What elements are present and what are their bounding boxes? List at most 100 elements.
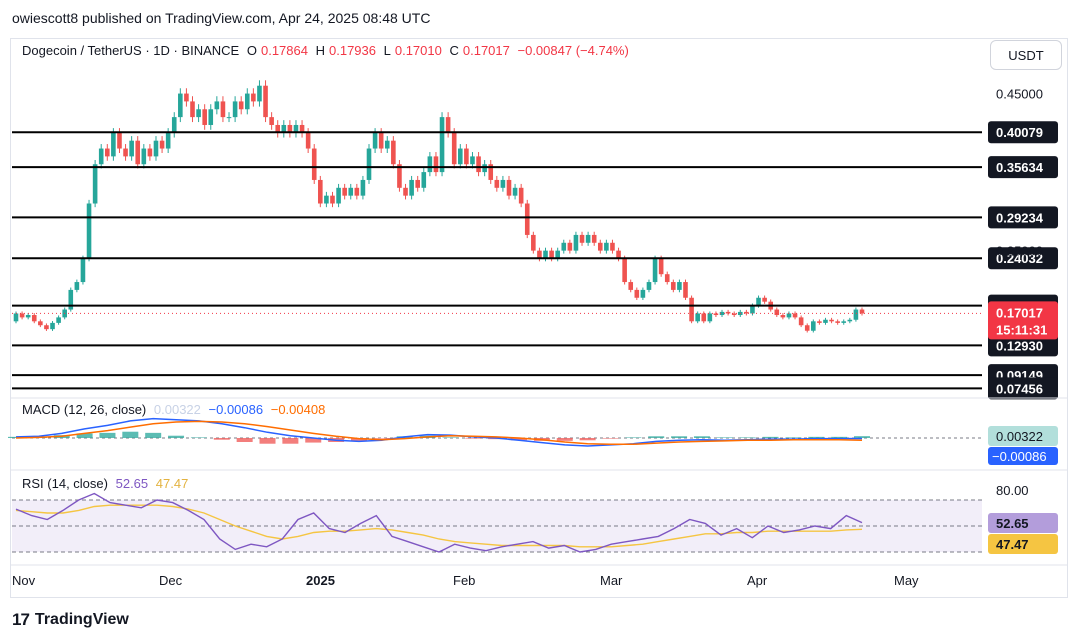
candle-body <box>50 322 55 330</box>
candle-body <box>275 124 281 133</box>
price-axis-label: 0.25000 <box>996 244 1043 259</box>
macd-title[interactable]: MACD (12, 26, close) <box>22 402 147 417</box>
high-label: H <box>315 43 325 58</box>
candles-group <box>13 80 865 333</box>
candle-body <box>366 148 372 180</box>
candle-body <box>762 297 767 302</box>
candle-body <box>610 242 615 251</box>
low-value: 0.17010 <box>394 43 442 58</box>
rsi-ma-value: 47.47 <box>155 476 189 491</box>
candle-body <box>585 234 591 243</box>
macd-hist-bar <box>259 438 276 444</box>
time-axis-label: Nov <box>12 573 36 588</box>
candle-body <box>147 148 153 157</box>
candle-body <box>360 179 366 196</box>
macd-hist-bar <box>854 436 870 438</box>
price-legend: Dogecoin / TetherUS · 1D · BINANCE O 0.17… <box>22 43 633 58</box>
candle-body <box>44 325 49 330</box>
time-axis-label: May <box>894 573 919 588</box>
macd-hist-bar <box>122 431 139 438</box>
candle-body <box>226 117 232 119</box>
tradingview-footer[interactable]: 17 TradingView <box>12 610 129 630</box>
change-value: −0.00847 (−4.74%) <box>517 43 629 58</box>
macd-hist-bar <box>831 436 848 438</box>
candle-body <box>153 140 159 157</box>
candle-body <box>859 309 865 314</box>
macd-hist-bar <box>648 436 665 438</box>
level-tag-label: 0.12930 <box>996 338 1043 353</box>
macd-hist-bar <box>442 437 459 438</box>
candle-body <box>488 164 494 180</box>
time-axis-label: Feb <box>453 573 475 588</box>
candle-body <box>725 311 731 314</box>
candle-body <box>701 313 707 322</box>
macd-hist-bar <box>373 438 390 439</box>
macd-hist-value: 0.00322 <box>153 402 201 417</box>
rsi-title[interactable]: RSI (14, close) <box>22 476 108 491</box>
level-tag <box>988 156 1058 179</box>
candle-body <box>330 195 335 204</box>
candle-body <box>616 250 621 259</box>
candle-body <box>232 101 238 118</box>
candle-body <box>281 124 287 133</box>
time-axis-label: Dec <box>159 573 183 588</box>
macd-hist-bar <box>785 437 802 438</box>
candle-body <box>549 250 554 259</box>
macd-line-tag-label: −0.00086 <box>992 449 1047 464</box>
currency-button[interactable]: USDT <box>990 40 1062 70</box>
macd-hist-bar <box>693 436 710 438</box>
publisher-line: owiescott8 published on TradingView.com,… <box>12 10 431 26</box>
close-label: C <box>449 43 459 58</box>
macd-hist-bar <box>465 438 482 439</box>
candle-body <box>92 164 98 204</box>
rsi-axis-label: 80.00 <box>996 483 1029 498</box>
macd-hist-bar <box>282 438 299 444</box>
level-tag-label: 0.29234 <box>996 210 1044 225</box>
macd-signal-value: −0.00408 <box>270 402 326 417</box>
macd-hist-bar <box>762 436 779 438</box>
candle-body <box>336 187 341 204</box>
symbol-label[interactable]: Dogecoin / TetherUS · 1D · BINANCE <box>22 43 240 58</box>
candle-body <box>397 164 402 188</box>
candle-body <box>567 242 573 251</box>
candle-body <box>244 93 250 110</box>
candle-body <box>165 132 171 149</box>
candle-body <box>835 321 840 323</box>
candle-body <box>464 148 469 165</box>
brand-label: TradingView <box>34 611 129 628</box>
candle-body <box>531 234 536 251</box>
candle-body <box>451 132 457 165</box>
candle-body <box>287 124 293 133</box>
macd-hist-bar <box>350 438 367 441</box>
macd-hist-bar <box>168 435 185 438</box>
candle-body <box>445 117 451 133</box>
macd-hist-bar <box>190 437 207 438</box>
candle-body <box>786 313 792 318</box>
candle-body <box>13 313 19 322</box>
macd-hist-bar <box>808 436 825 438</box>
candle-body <box>591 234 597 243</box>
level-tag-label: 0.07456 <box>996 381 1043 396</box>
rsi-ma-tag-label: 47.47 <box>996 537 1029 552</box>
price-axis-label: 0.45000 <box>996 87 1043 102</box>
level-tag <box>988 206 1058 229</box>
rsi-value-tag-label: 52.65 <box>996 516 1029 531</box>
candle-body <box>171 117 177 133</box>
candle-body <box>342 187 347 196</box>
candle-body <box>214 101 220 110</box>
rsi-legend: RSI (14, close) 52.65 47.47 <box>22 476 192 491</box>
candle-body <box>634 289 640 298</box>
candle-body <box>561 242 567 251</box>
candle-body <box>458 148 463 165</box>
rsi-value-tag <box>988 513 1058 533</box>
macd-hist-bar <box>671 436 688 438</box>
macd-line-tag <box>988 447 1058 465</box>
candle-body <box>86 203 92 259</box>
candle-body <box>318 179 323 204</box>
candle-body <box>750 305 755 314</box>
candle-body <box>38 321 43 326</box>
macd-hist-tag-label: 0.00322 <box>996 429 1043 444</box>
level-tag <box>988 247 1058 270</box>
candle-body <box>719 311 725 316</box>
